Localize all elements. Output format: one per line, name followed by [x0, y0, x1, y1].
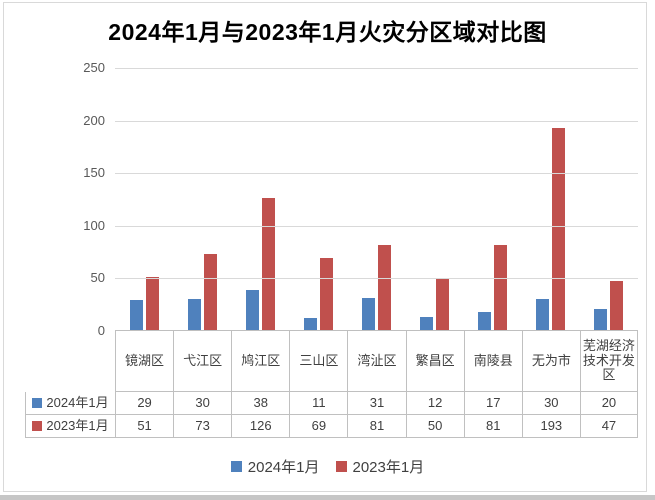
table-value-cell: 69: [289, 415, 348, 438]
legend-item: 2024年1月: [230, 456, 320, 477]
bar: [436, 277, 450, 330]
table-category-header: 鸠江区: [231, 331, 290, 392]
table-value-cell: 29: [115, 392, 174, 415]
bar: [536, 298, 550, 330]
bar-group: [580, 68, 638, 330]
series-name: 2024年1月: [46, 394, 109, 410]
table-category-header: 南陵县: [463, 331, 522, 392]
bar: [610, 280, 624, 330]
series-swatch-icon: [32, 398, 43, 408]
bar: [361, 297, 375, 330]
gridline: [115, 68, 638, 69]
bar-group: [464, 68, 522, 330]
gridline: [115, 225, 638, 227]
y-axis-tick-label: 150: [83, 165, 105, 181]
bar: [245, 290, 259, 330]
bar-group: [231, 68, 289, 330]
gridline: [115, 278, 638, 280]
bar: [494, 245, 508, 330]
table-value-cell: 126: [231, 415, 290, 438]
legend-swatch-icon: [335, 461, 347, 472]
bar: [420, 317, 434, 330]
legend-label: 2024年1月: [247, 459, 320, 476]
table-category-header: 无为市: [521, 331, 580, 392]
legend-swatch-icon: [230, 461, 242, 472]
bar-group: [347, 68, 405, 330]
bar: [261, 197, 275, 330]
table-value-cell: 30: [173, 392, 232, 415]
series-swatch-icon: [32, 421, 43, 431]
table-value-cell: 193: [521, 415, 580, 438]
bar: [319, 257, 333, 330]
bottom-band: [0, 495, 655, 500]
plot-area: [115, 68, 638, 331]
table-value-cell: 81: [463, 415, 522, 438]
y-axis-tick-label: 50: [90, 270, 105, 286]
table-corner-cell: [25, 331, 115, 392]
table-category-header: 镜湖区: [115, 331, 174, 392]
table-series-label: 2023年1月: [25, 415, 115, 438]
gridline: [115, 120, 638, 122]
data-table: 镜湖区 弋江区 鸠江区 三山区 湾沚区 繁昌区 南陵县 无为市 芜湖经济技术开发区 2024年1月…: [25, 331, 638, 438]
legend-label: 2023年1月: [352, 459, 425, 476]
y-axis-tick-label: 0: [97, 323, 105, 338]
legend: 2024年1月 2023年1月: [0, 456, 655, 477]
table-series-label: 2024年1月: [25, 392, 115, 415]
bar-group: [115, 68, 173, 330]
table-value-cell: 47: [579, 415, 638, 438]
table-category-header: 湾沚区: [347, 331, 406, 392]
table-value-cell: 12: [405, 392, 464, 415]
chart-title: 2024年1月与2023年1月火灾分区域对比图: [108, 19, 547, 45]
table-category-header: 三山区: [289, 331, 348, 392]
table-value-cell: 50: [405, 415, 464, 438]
table-value-cell: 81: [347, 415, 406, 438]
bar: [552, 127, 566, 330]
bar: [129, 299, 143, 330]
bar: [145, 276, 159, 330]
bar: [478, 312, 492, 330]
series-name: 2023年1月: [46, 417, 109, 433]
table-category-header: 弋江区: [173, 331, 232, 392]
chart-frame: [3, 2, 647, 492]
bar-group: [522, 68, 580, 330]
table-value-cell: 51: [115, 415, 174, 438]
table-value-cell: 38: [231, 392, 290, 415]
table-category-header: 繁昌区: [405, 331, 464, 392]
bar-group: [173, 68, 231, 330]
table-value-cell: 30: [521, 392, 580, 415]
bar-group: [406, 68, 464, 330]
y-axis-tick-label: 250: [83, 60, 105, 75]
bar: [303, 318, 317, 330]
legend-item: 2023年1月: [335, 456, 425, 477]
bar: [377, 245, 391, 330]
bar-group: [289, 68, 347, 330]
gridline: [115, 173, 638, 175]
bar: [187, 298, 201, 330]
y-axis-tick-label: 100: [83, 217, 105, 233]
bar-groups: [115, 68, 638, 330]
table-value-cell: 73: [173, 415, 232, 438]
table-value-cell: 17: [463, 392, 522, 415]
bar: [203, 253, 217, 330]
table-category-header: 芜湖经济技术开发区: [579, 331, 638, 392]
table-value-cell: 11: [289, 392, 348, 415]
bar: [594, 309, 608, 330]
table-value-cell: 31: [347, 392, 406, 415]
table-value-cell: 20: [579, 392, 638, 415]
y-axis-tick-label: 200: [83, 112, 105, 128]
